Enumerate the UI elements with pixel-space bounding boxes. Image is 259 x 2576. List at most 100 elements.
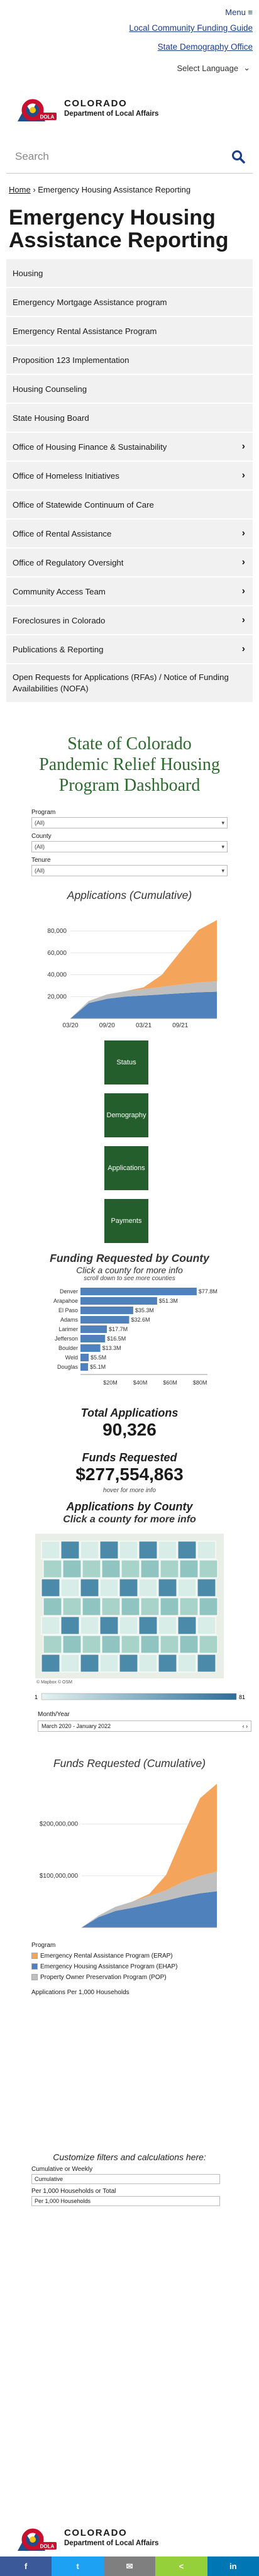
county-shape [41,1541,60,1559]
bar-category-label: Larimer [58,1326,78,1332]
linkedin-icon[interactable]: in [207,2556,259,2576]
breadcrumb-current: Emergency Housing Assistance Reporting [38,185,190,194]
funding-by-county-chart[interactable]: Denver $77.8M Arapahoe $51.3M El Paso $35.3M A… [0,1282,259,1399]
county-shape [82,1636,101,1653]
nav-item[interactable]: Emergency Mortgage Assistance program [6,288,253,317]
facebook-icon[interactable]: f [0,2556,52,2576]
nav-item[interactable]: Proposition 123 Implementation [6,346,253,375]
search-icon[interactable] [231,150,245,164]
map-credit: © Mapbox © OSM [36,1680,72,1685]
legend-item[interactable]: Property Owner Preservation Program (POP… [31,1972,259,1983]
nav-item[interactable]: Office of Housing Finance & Sustainabili… [6,433,253,462]
bar-category-label: Adams [60,1317,79,1323]
email-icon[interactable]: ✉ [104,2556,155,2576]
chevron-right-icon[interactable]: › [242,586,245,597]
filter-select[interactable]: (All) ▾ [31,817,228,828]
breadcrumb-home[interactable]: Home [9,185,31,194]
nav-item-label: Office of Housing Finance & Sustainabili… [13,442,167,452]
chevron-right-icon[interactable]: › [242,441,245,452]
chevron-right-icon[interactable]: › [242,528,245,539]
x-tick-label: $80M [193,1380,207,1386]
tile-demography[interactable]: Demography [104,1093,148,1137]
slider-arrows-icon[interactable]: ‹ › [243,1723,248,1729]
county-shape [199,1598,218,1615]
county-shape [100,1541,118,1559]
page-title: Emergency Housing Assistance Reporting [0,196,259,252]
nav-item[interactable]: Office of Statewide Continuum of Care [6,491,253,520]
link-state-demography-office[interactable]: State Demography Office [0,38,253,57]
apps-chart-title: Applications (Cumulative) [0,889,259,902]
month-slider[interactable]: March 2020 - January 2022 ‹ › [38,1720,251,1732]
chevron-right-icon[interactable]: › [242,557,245,568]
colorado-logo-icon: DOLA [15,2523,58,2553]
month-value: March 2020 - January 2022 [41,1723,111,1729]
footer-logo[interactable]: DOLA COLORADO Department of Local Affair… [0,2516,158,2556]
search-bar[interactable]: Search [6,140,253,174]
search-input[interactable]: Search [15,150,49,163]
chevron-right-icon[interactable]: › [242,615,245,626]
logo-badge-text: DOLA [40,2544,55,2550]
legend-item[interactable]: Emergency Housing Assistance Program (EH… [31,1961,259,1972]
nav-item[interactable]: Community Access Team › [6,577,253,606]
nav-item-label: State Housing Board [13,413,89,423]
nav-item[interactable]: Foreclosures in Colorado › [6,606,253,635]
per-households-select[interactable]: Per 1,000 Households [31,2196,220,2206]
funds-cumulative-chart[interactable]: $100,000,000 $200,000,000 [0,1770,259,1940]
nav-item[interactable]: Emergency Rental Assistance Program [6,317,253,346]
map-subtitle: Click a county for more info [0,1514,259,1526]
apps-per-label: Applications Per 1,000 Households [31,1989,259,1996]
map-title: Applications by County [0,1500,259,1514]
nav-item[interactable]: Office of Regulatory Oversight › [6,549,253,577]
total-apps-value: 90,326 [0,1420,259,1440]
county-shape [119,1541,138,1559]
bar [80,1288,197,1295]
tile-status[interactable]: Status [104,1040,148,1084]
bar-category-label: Denver [60,1288,78,1295]
menu-button[interactable]: Menu ≡ [0,6,253,19]
legend-item[interactable]: Emergency Rental Assistance Program (ERA… [31,1951,259,1961]
tile-payments[interactable]: Payments [104,1199,148,1243]
county-shape [43,1636,62,1653]
bar [80,1335,105,1342]
nav-item[interactable]: Open Requests for Applications (RFAs) / … [6,664,253,703]
site-logo[interactable]: DOLA COLORADO Department of Local Affair… [0,78,259,130]
link-local-community-funding-guide[interactable]: Local Community Funding Guide [0,19,253,38]
y-tick-label: $100,000,000 [40,1873,79,1880]
county-shape [158,1579,177,1597]
per-label: Per 1,000 Households or Total [31,2188,259,2195]
cumulative-select[interactable]: Cumulative [31,2174,220,2184]
cum-label: Cumulative or Weekly [31,2166,259,2173]
county-shape [199,1636,218,1653]
tile-applications[interactable]: Applications [104,1146,148,1190]
nav-item[interactable]: Housing Counseling [6,375,253,404]
nav-item[interactable]: State Housing Board [6,404,253,433]
funding-hint: scroll down to see more counties [0,1275,259,1282]
chevron-down-icon: ▾ [221,867,224,874]
language-selector[interactable]: Select Language ⌄ [0,57,259,78]
twitter-icon[interactable]: t [52,2556,103,2576]
county-shape [139,1541,157,1559]
breadcrumb: Home › Emergency Housing Assistance Repo… [0,174,259,196]
share-bar: f t ✉ < in [0,2556,259,2576]
bar [80,1316,129,1324]
filter-select[interactable]: (All) ▾ [31,865,228,876]
nav-item[interactable]: Office of Rental Assistance › [6,520,253,549]
nav-item[interactable]: Housing [6,259,253,288]
share-icon[interactable]: < [155,2556,207,2576]
chevron-right-icon[interactable]: › [242,470,245,481]
filter-select[interactable]: (All) ▾ [31,841,228,852]
nav-item-label: Foreclosures in Colorado [13,616,105,625]
chevron-right-icon[interactable]: › [242,644,245,655]
hover-hint: hover for more info [0,1487,259,1494]
total-apps-label: Total Applications [0,1407,259,1420]
nav-item[interactable]: Office of Homeless Initiatives › [6,462,253,491]
county-map[interactable]: © Mapbox © OSM [0,1530,259,1687]
color-scale: 1 81 [0,1690,259,1703]
nav-item[interactable]: Publications & Reporting › [6,635,253,664]
apps-cumulative-chart[interactable]: 20,000 40,000 60,000 80,000 03/20 09/20 03/21 0… [0,902,259,1034]
county-shape [141,1636,159,1653]
legend-swatch [31,1953,38,1959]
y-tick-label: 20,000 [47,993,67,1000]
logo-line1: COLORADO [64,98,158,109]
bar-value-label: $5.5M [91,1354,106,1361]
